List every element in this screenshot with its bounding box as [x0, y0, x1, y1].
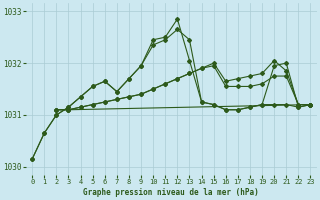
X-axis label: Graphe pression niveau de la mer (hPa): Graphe pression niveau de la mer (hPa) [84, 188, 259, 197]
